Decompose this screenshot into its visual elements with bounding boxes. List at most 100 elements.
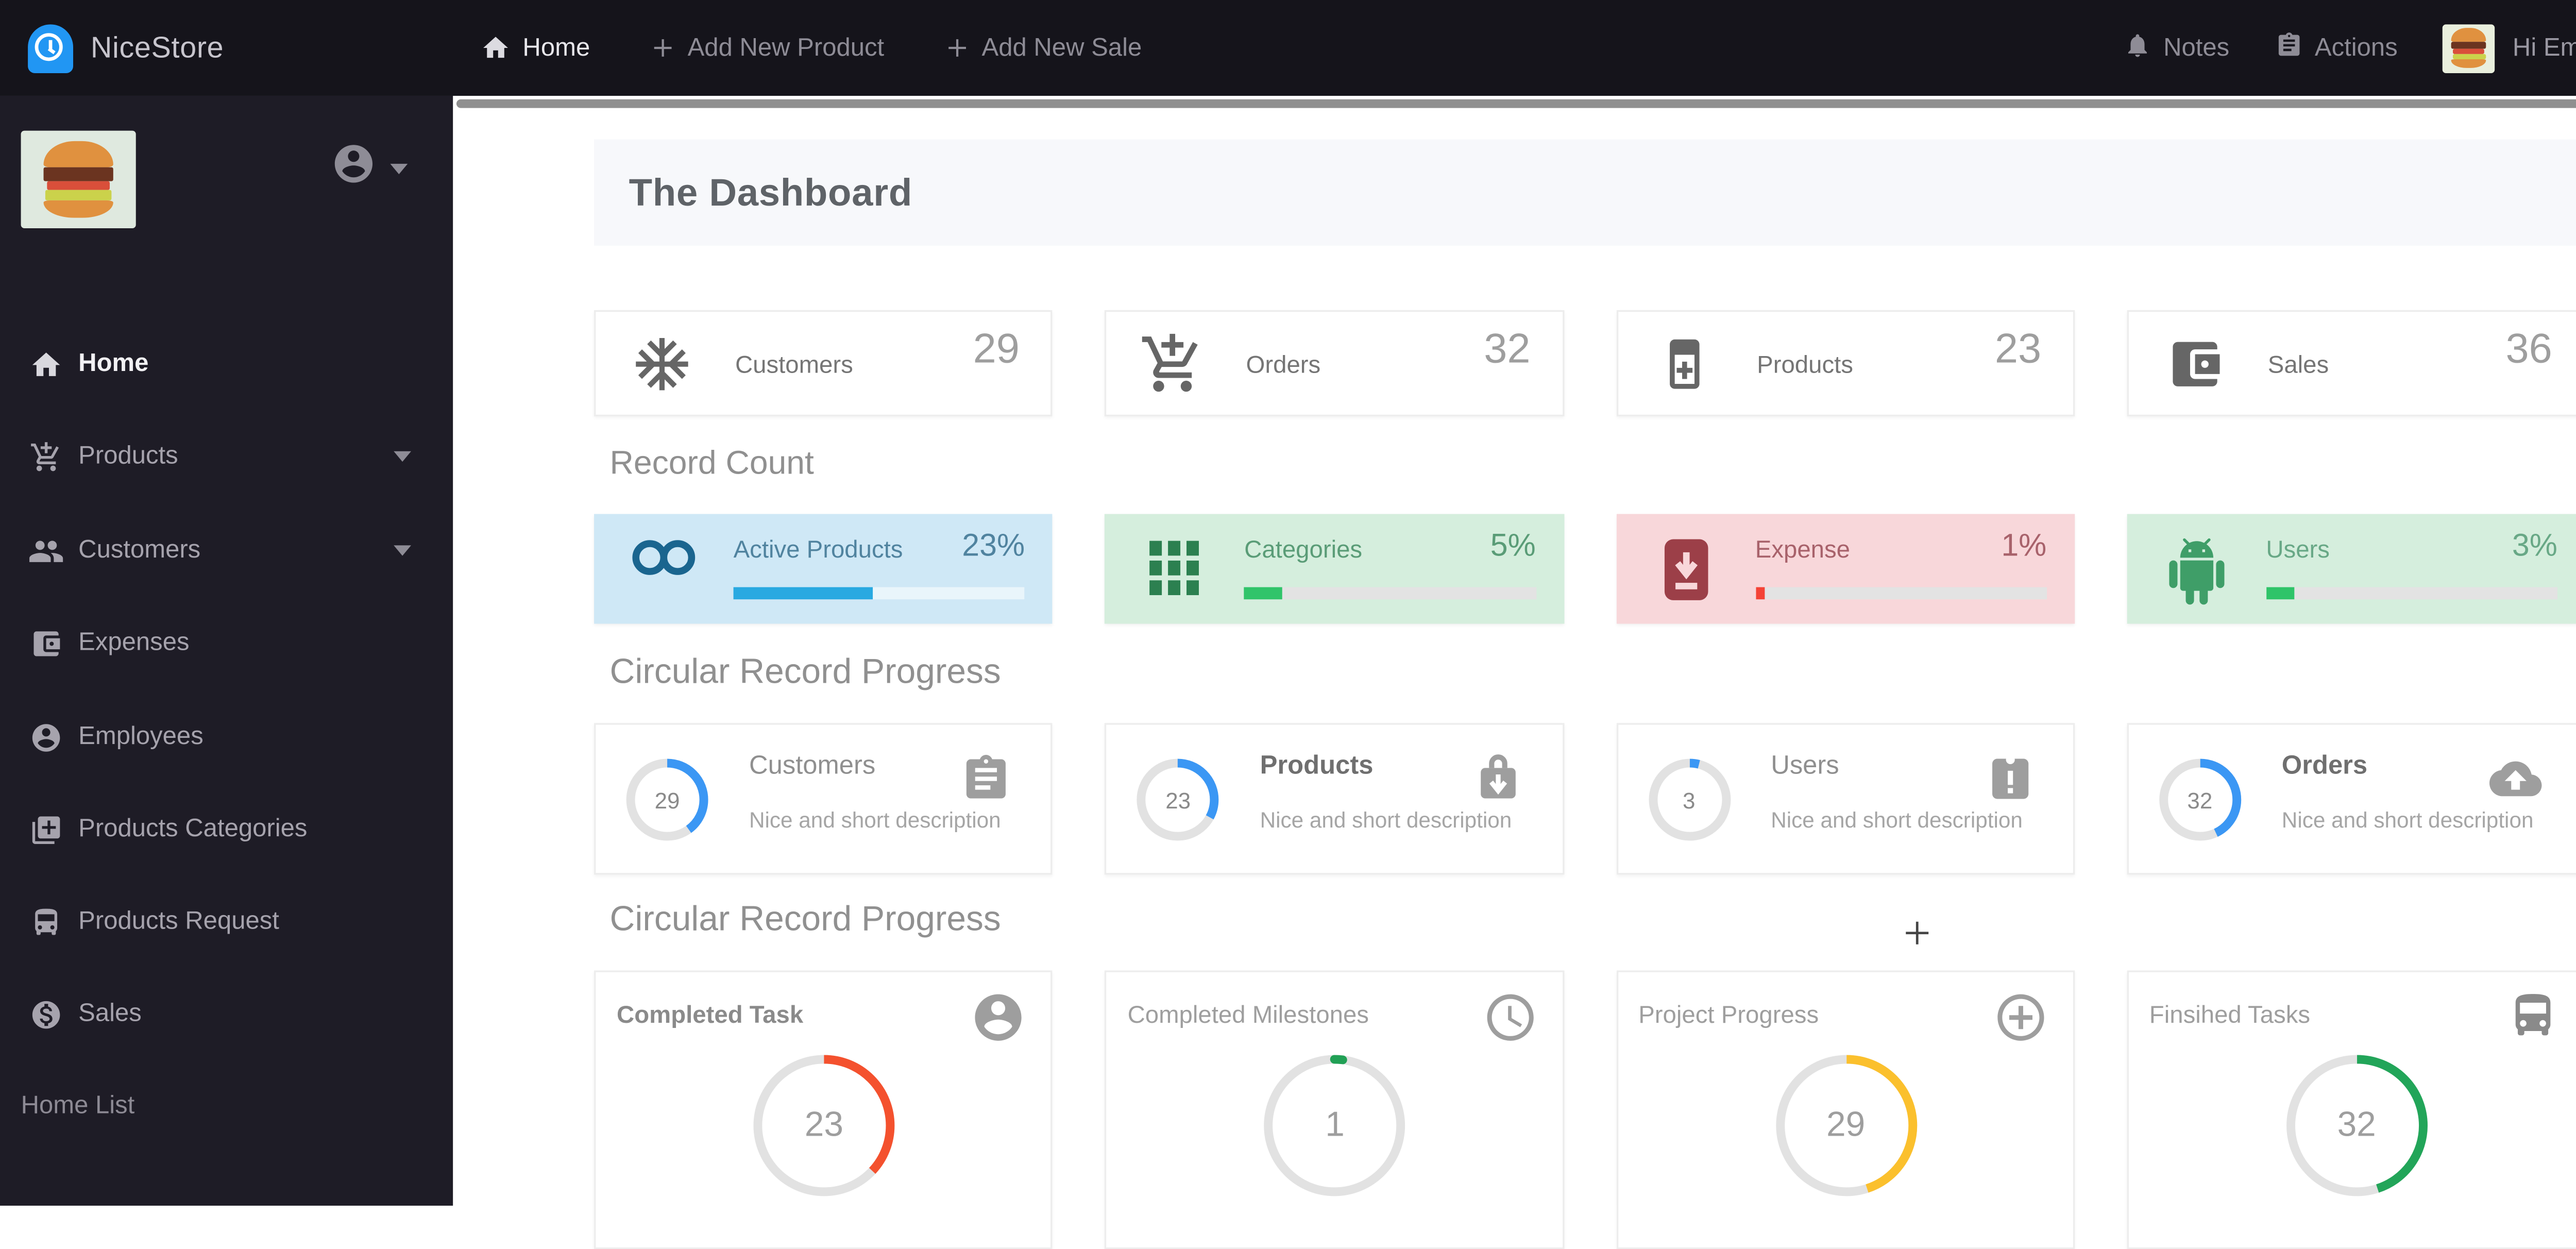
top-navbar: NiceStore Home Add New Product Add New S… — [0, 0, 2576, 96]
progress-bar — [1244, 587, 1536, 600]
stat-card-orders[interactable]: Orders 32 — [1105, 310, 1564, 417]
grid-icon — [1140, 535, 1209, 601]
stat-value: 23 — [1994, 326, 2042, 373]
infinity-icon — [629, 535, 699, 580]
circ-card-users[interactable]: 3 Users Nice and short description — [1616, 723, 2075, 875]
percent-value: 5% — [1490, 528, 1536, 563]
circular-gauge: 23 — [749, 1051, 899, 1201]
nav-home-label: Home — [522, 33, 590, 62]
sidebar-item-products[interactable]: Products — [0, 434, 453, 479]
sidebar-item-products-categories[interactable]: Products Categories — [0, 807, 453, 852]
circular-progress-heading-1: Circular Record Progress — [609, 653, 1001, 692]
record-card-users[interactable]: Users 3% — [2126, 514, 2576, 624]
bus-icon — [26, 905, 64, 938]
circular-progress: 29 — [625, 758, 709, 841]
sidebar-user-photo[interactable] — [21, 130, 136, 228]
android-icon — [2161, 535, 2231, 608]
person-circle-icon — [971, 990, 1026, 1054]
plus-icon — [943, 35, 970, 61]
actions-label: Actions — [2314, 33, 2398, 62]
stat-value: 29 — [973, 326, 1020, 373]
nav-add-new-product[interactable]: Add New Product — [649, 34, 884, 62]
cart-plus-icon — [26, 440, 64, 473]
circular-progress-heading-2: Circular Record Progress — [609, 901, 1001, 939]
sidebar-item-customers[interactable]: Customers — [0, 528, 453, 573]
percent-value: 3% — [2512, 528, 2557, 563]
gauge-value: 23 — [804, 1105, 844, 1144]
chevron-down-icon — [390, 163, 408, 174]
circular-progress: 23 — [1137, 758, 1220, 841]
brand-name: NiceStore — [90, 30, 224, 64]
top-right-cluster: Notes Actions Hi Emman! — [2123, 23, 2576, 73]
gauge-card-completed-milestones[interactable]: Completed Milestones 1 — [1105, 970, 1564, 1249]
sidebar: Home Products Customers Expenses — [0, 95, 453, 1206]
gauge-card-completed-task[interactable]: Completed Task 23 — [594, 970, 1053, 1249]
main-content: The Dashboard Customers 29 Orders 32 — [453, 95, 2576, 1249]
circular-progress-row-2: Completed Task 23 Completed Milestones — [594, 970, 2576, 1249]
sidebar-item-sales[interactable]: Sales — [0, 991, 453, 1037]
horizontal-scrollbar[interactable] — [456, 99, 2576, 108]
plus-icon — [649, 35, 675, 61]
circular-progress-row-1: 29 Customers Nice and short description … — [594, 723, 2576, 875]
people-icon — [26, 532, 64, 569]
user-greeting[interactable]: Hi Emman! — [2512, 33, 2576, 62]
notes-label: Notes — [2163, 33, 2230, 62]
cloud-upload-icon — [2486, 753, 2545, 814]
user-avatar[interactable] — [2443, 23, 2496, 73]
record-card-expense[interactable]: Expense 1% — [1616, 514, 2075, 624]
gauge-card-finsihed-tasks[interactable]: Finsihed Tasks 32 — [2126, 970, 2576, 1249]
clock-icon — [1482, 990, 1537, 1054]
burger-photo-image — [43, 141, 113, 218]
chevron-down-icon — [394, 451, 412, 462]
nav-add-new-sale[interactable]: Add New Sale — [943, 34, 1142, 62]
person-circle-icon — [26, 720, 64, 753]
progress-value: 3 — [1683, 786, 1696, 813]
record-card-active-products[interactable]: Active Products 23% — [594, 514, 1053, 624]
home-icon — [481, 33, 510, 62]
stat-card-customers[interactable]: Customers 29 — [594, 310, 1053, 417]
progress-bar — [1755, 587, 2047, 600]
circ-card-customers[interactable]: 29 Customers Nice and short description — [594, 723, 1053, 875]
wallet-icon — [26, 627, 64, 660]
sidebar-item-home[interactable]: Home — [0, 342, 453, 387]
stat-card-sales[interactable]: Sales 36 — [2126, 310, 2576, 417]
burger-avatar-image — [2451, 28, 2487, 68]
percent-value: 1% — [2001, 528, 2047, 563]
wallet-icon — [2160, 334, 2229, 393]
sidebar-item-products-request[interactable]: Products Request — [0, 899, 453, 944]
gauge-value: 29 — [1826, 1105, 1866, 1144]
page-title-panel: The Dashboard — [594, 139, 2576, 246]
clipboard-alert-icon — [1986, 753, 2035, 814]
clipboard-icon — [960, 753, 1012, 814]
notes-button[interactable]: Notes — [2123, 30, 2229, 65]
plus-circle-icon — [1992, 990, 2048, 1054]
actions-button[interactable]: Actions — [2275, 30, 2398, 65]
bell-icon — [2123, 30, 2151, 65]
percent-value: 23% — [962, 528, 1025, 563]
chevron-down-icon — [394, 545, 412, 556]
clipboard-icon — [2275, 30, 2302, 65]
record-count-row: Active Products 23% Categories 5% Expens… — [594, 514, 2576, 624]
nav-home[interactable]: Home — [481, 33, 590, 62]
sidebar-item-employees[interactable]: Employees — [0, 714, 453, 759]
stat-card-products[interactable]: Products 23 — [1616, 310, 2075, 417]
sidebar-item-home-list[interactable]: Home List — [21, 1092, 135, 1121]
top-nav: Home Add New Product Add New Sale — [481, 33, 1142, 62]
sidebar-item-expenses[interactable]: Expenses — [0, 620, 453, 666]
record-count-heading: Record Count — [609, 446, 814, 483]
stats-row: Customers 29 Orders 32 Products 23 — [594, 310, 2576, 417]
brand[interactable]: NiceStore — [0, 23, 425, 73]
gauge-card-project-progress[interactable]: Project Progress 29 — [1616, 970, 2075, 1249]
circular-progress: 3 — [1647, 758, 1731, 841]
bag-download-icon — [1471, 753, 1523, 814]
circ-card-products[interactable]: 23 Products Nice and short description — [1105, 723, 1564, 875]
record-card-categories[interactable]: Categories 5% — [1105, 514, 1564, 624]
nav-add-new-product-label: Add New Product — [687, 33, 885, 62]
circ-card-orders[interactable]: 32 Orders Nice and short description — [2126, 723, 2576, 875]
gauge-value: 32 — [2337, 1105, 2376, 1144]
clock-logo-icon — [28, 23, 74, 73]
progress-value: 23 — [1165, 786, 1191, 813]
snowflake-icon — [627, 332, 697, 395]
sidebar-account-menu[interactable] — [331, 141, 408, 195]
